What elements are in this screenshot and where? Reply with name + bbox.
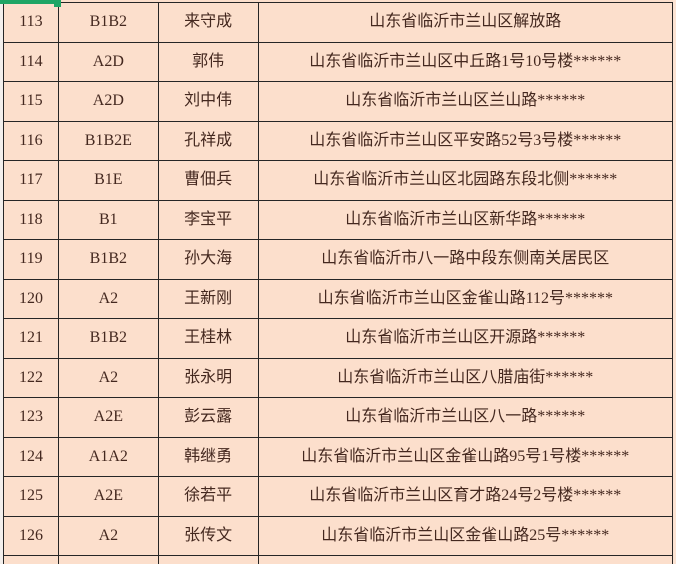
name-cell[interactable]: 刘中伟 xyxy=(158,82,259,121)
row-number-cell[interactable]: 122 xyxy=(4,358,59,397)
table-row: 122 A2 张永明 山东省临沂市兰山区八腊庙街****** xyxy=(4,358,673,398)
table-row-partial xyxy=(4,556,673,564)
table-row: 121 B1B2 王桂林 山东省临沂市兰山区开源路****** xyxy=(4,319,673,359)
name-cell[interactable]: 曹佃兵 xyxy=(158,161,259,200)
license-table: 113 B1B2 来守成 山东省临沂市兰山区解放路 114 A2D 郭伟 山东省… xyxy=(3,2,673,564)
table-row: 117 B1E 曹佃兵 山东省临沂市兰山区北园路东段北侧****** xyxy=(4,161,673,201)
table-row: 125 A2E 徐若平 山东省临沂市兰山区育才路24号2号楼****** xyxy=(4,477,673,517)
row-number-cell[interactable]: 114 xyxy=(4,42,59,81)
address-cell[interactable]: 山东省临沂市兰山区育才路24号2号楼****** xyxy=(258,477,673,516)
license-class-cell[interactable]: B1B2 xyxy=(58,240,159,279)
license-class-cell[interactable]: B1B2E xyxy=(58,121,159,160)
name-cell[interactable]: 来守成 xyxy=(158,3,259,42)
address-cell[interactable]: 山东省临沂市兰山区八一路****** xyxy=(258,398,673,437)
sheet-left-margin xyxy=(0,0,3,564)
fill-handle[interactable] xyxy=(54,0,61,7)
row-number-cell[interactable]: 116 xyxy=(4,121,59,160)
license-class-cell[interactable]: B1E xyxy=(58,161,159,200)
address-cell[interactable]: 山东省临沂市兰山区解放路 xyxy=(258,3,673,42)
sheet-right-margin xyxy=(673,0,676,564)
address-cell[interactable]: 山东省临沂市兰山区开源路****** xyxy=(258,319,673,358)
name-cell[interactable]: 孔祥成 xyxy=(158,121,259,160)
license-class-cell[interactable]: A2 xyxy=(58,279,159,318)
name-cell[interactable]: 王桂林 xyxy=(158,319,259,358)
name-cell[interactable]: 孙大海 xyxy=(158,240,259,279)
name-cell[interactable]: 徐若平 xyxy=(158,477,259,516)
table-row: 116 B1B2E 孔祥成 山东省临沂市兰山区平安路52号3号楼****** xyxy=(4,121,673,161)
table-row: 124 A1A2 韩继勇 山东省临沂市兰山区金雀山路95号1号楼****** xyxy=(4,437,673,477)
license-class-cell[interactable]: A2 xyxy=(58,358,159,397)
license-table-body: 113 B1B2 来守成 山东省临沂市兰山区解放路 114 A2D 郭伟 山东省… xyxy=(4,3,673,556)
name-cell[interactable] xyxy=(158,556,259,564)
name-cell[interactable]: 彭云露 xyxy=(158,398,259,437)
address-cell[interactable]: 山东省临沂市兰山区中丘路1号10号楼****** xyxy=(258,42,673,81)
address-cell[interactable]: 山东省临沂市兰山区新华路****** xyxy=(258,200,673,239)
address-cell[interactable]: 山东省临沂市兰山区兰山路****** xyxy=(258,82,673,121)
name-cell[interactable]: 张永明 xyxy=(158,358,259,397)
name-cell[interactable]: 郭伟 xyxy=(158,42,259,81)
name-cell[interactable]: 王新刚 xyxy=(158,279,259,318)
row-number-cell[interactable]: 124 xyxy=(4,437,59,476)
table-row: 126 A2 张传文 山东省临沂市兰山区金雀山路25号****** xyxy=(4,516,673,556)
address-cell[interactable]: 山东省临沂市兰山区金雀山路95号1号楼****** xyxy=(258,437,673,476)
table-row: 113 B1B2 来守成 山东省临沂市兰山区解放路 xyxy=(4,3,673,43)
license-class-cell[interactable]: A2E xyxy=(58,398,159,437)
address-cell[interactable]: 山东省临沂市八一路中段东侧南关居民区 xyxy=(258,240,673,279)
license-class-cell[interactable]: A2 xyxy=(58,516,159,555)
name-cell[interactable]: 李宝平 xyxy=(158,200,259,239)
row-number-cell[interactable]: 120 xyxy=(4,279,59,318)
address-cell[interactable]: 山东省临沂市兰山区北园路东段北侧****** xyxy=(258,161,673,200)
license-class-cell[interactable]: A2D xyxy=(58,82,159,121)
address-cell[interactable]: 山东省临沂市兰山区平安路52号3号楼****** xyxy=(258,121,673,160)
row-number-cell[interactable]: 126 xyxy=(4,516,59,555)
license-class-cell[interactable] xyxy=(58,556,159,564)
license-class-cell[interactable]: A1A2 xyxy=(58,437,159,476)
row-number-cell[interactable] xyxy=(4,556,59,564)
row-number-cell[interactable]: 119 xyxy=(4,240,59,279)
address-cell[interactable]: 山东省临沂市兰山区八腊庙街****** xyxy=(258,358,673,397)
license-class-cell[interactable]: B1B2 xyxy=(58,319,159,358)
row-number-cell[interactable]: 113 xyxy=(4,3,59,42)
table-row: 123 A2E 彭云露 山东省临沂市兰山区八一路****** xyxy=(4,398,673,438)
row-number-cell[interactable]: 115 xyxy=(4,82,59,121)
table-row: 114 A2D 郭伟 山东省临沂市兰山区中丘路1号10号楼****** xyxy=(4,42,673,82)
license-class-cell[interactable]: A2E xyxy=(58,477,159,516)
table-row: 120 A2 王新刚 山东省临沂市兰山区金雀山路112号****** xyxy=(4,279,673,319)
row-number-cell[interactable]: 125 xyxy=(4,477,59,516)
license-class-cell[interactable]: A2D xyxy=(58,42,159,81)
address-cell[interactable]: 山东省临沂市兰山区金雀山路112号****** xyxy=(258,279,673,318)
address-cell[interactable]: 山东省临沂市兰山区金雀山路25号****** xyxy=(258,516,673,555)
cell-selection-border xyxy=(0,0,57,4)
license-class-cell[interactable]: B1 xyxy=(58,200,159,239)
table-row: 119 B1B2 孙大海 山东省临沂市八一路中段东侧南关居民区 xyxy=(4,240,673,280)
table-row: 118 B1 李宝平 山东省临沂市兰山区新华路****** xyxy=(4,200,673,240)
license-class-cell[interactable]: B1B2 xyxy=(58,3,159,42)
row-number-cell[interactable]: 123 xyxy=(4,398,59,437)
row-number-cell[interactable]: 118 xyxy=(4,200,59,239)
address-cell[interactable] xyxy=(258,556,673,564)
row-number-cell[interactable]: 117 xyxy=(4,161,59,200)
table-row: 115 A2D 刘中伟 山东省临沂市兰山区兰山路****** xyxy=(4,82,673,122)
name-cell[interactable]: 张传文 xyxy=(158,516,259,555)
name-cell[interactable]: 韩继勇 xyxy=(158,437,259,476)
row-number-cell[interactable]: 121 xyxy=(4,319,59,358)
